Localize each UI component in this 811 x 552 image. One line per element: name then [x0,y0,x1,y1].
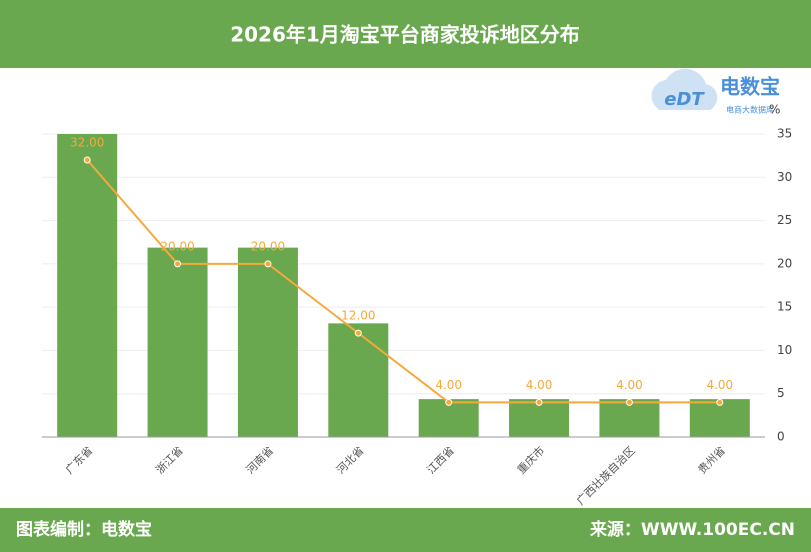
y2-axis-label: % [769,103,780,117]
data-label: 20.00 [251,239,285,253]
line-point [445,398,453,406]
logo-mark: eDT [664,89,705,110]
footer-right: 来源：WWW.100EC.CN [589,519,795,540]
logo-tagline: 电商大数据库 [726,105,774,115]
data-label: 32.00 [70,135,104,149]
data-label: 4.00 [616,378,643,392]
chart-title: 2026年1月淘宝平台商家投诉地区分布 [230,23,580,47]
footer-band [0,508,811,552]
data-label: 20.00 [160,239,194,253]
y2-tick-label: 35 [777,127,792,141]
bar [328,323,389,437]
line-point [354,329,362,337]
header-band [0,0,811,68]
footer-left: 图表编制：电数宝 [16,519,152,540]
y2-tick-label: 20 [777,256,792,270]
y2-tick-label: 0 [777,430,785,444]
y2-tick-label: 30 [777,170,792,184]
line [86,159,720,404]
data-label: 12.00 [341,309,375,323]
y2-tick-label: 25 [777,213,792,227]
y2-tick-label: 15 [777,300,792,314]
logo-cloud [651,68,718,110]
data-label: 4.00 [435,378,462,392]
line-point [264,260,272,268]
data-label: 4.00 [526,378,553,392]
line-point [625,398,633,406]
line-point [716,398,724,406]
line-point [535,398,543,406]
y2-tick-label: 5 [777,386,785,400]
logo-name: 电数宝 [720,75,780,99]
bar [57,134,118,437]
line-point [83,156,91,164]
y2-tick-label: 10 [777,343,792,357]
line-point [174,260,182,268]
bar [147,247,208,437]
data-label: 4.00 [706,378,733,392]
bar [237,247,298,437]
logo: eDT 电数宝 电商大数据库 [651,68,780,115]
